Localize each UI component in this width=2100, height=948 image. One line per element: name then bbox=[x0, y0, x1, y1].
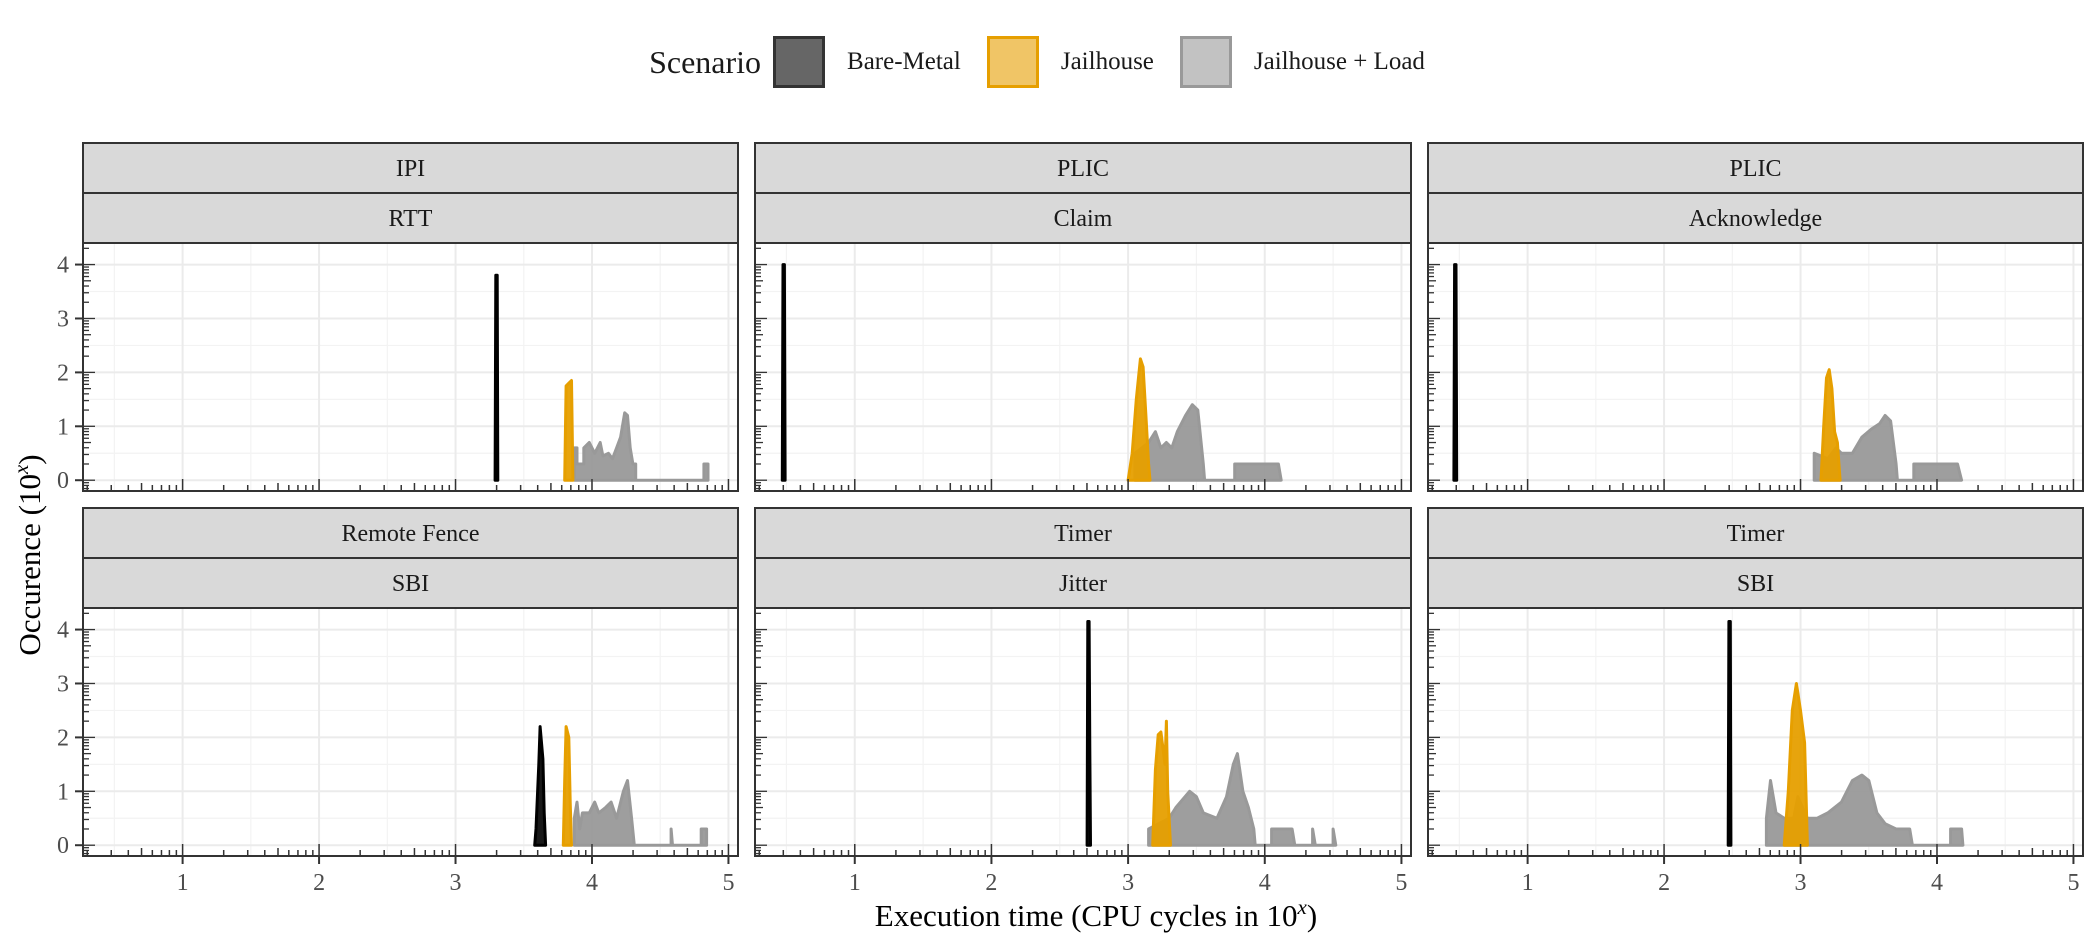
strip-label-bottom: Acknowledge bbox=[1689, 206, 1822, 232]
legend-title: Scenario bbox=[649, 43, 762, 80]
series-area-jailhouse-load bbox=[572, 411, 710, 482]
strip-label-top: Timer bbox=[1727, 521, 1785, 547]
strip-label-top: PLIC bbox=[1729, 156, 1781, 182]
series-area-jailhouse bbox=[1126, 357, 1152, 482]
x-tick-label: 4 bbox=[1931, 870, 1943, 896]
series-area-jailhouse bbox=[1819, 368, 1842, 482]
series-area-jailhouse-load bbox=[1147, 752, 1338, 847]
strip-bottom bbox=[754, 192, 1412, 244]
strip-label-bottom: Jitter bbox=[1059, 571, 1107, 597]
legend-label: Jailhouse bbox=[1060, 48, 1154, 75]
series-area-jailhouse bbox=[1151, 719, 1172, 847]
plot-background bbox=[755, 608, 1411, 856]
legend-key-jailhouse bbox=[986, 36, 1039, 88]
series-area-jailhouse bbox=[563, 379, 575, 482]
panel-ipi-rtt: IPI RTT 0 1 2 3 4 bbox=[57, 142, 739, 494]
legend-key-jailhouse-load bbox=[1179, 36, 1232, 88]
panel-plic-acknowledge: PLIC Acknowledge bbox=[1427, 142, 2084, 492]
strip-label-top: Remote Fence bbox=[342, 521, 480, 547]
x-tick-label: 4 bbox=[1259, 870, 1271, 896]
panels: IPI RTT 0 1 2 3 4 PLIC Claim PLIC Acknowledge Remot… bbox=[57, 142, 2084, 896]
x-tick-label: 5 bbox=[722, 870, 734, 896]
series-area-jailhouse-load bbox=[1764, 773, 1965, 847]
series-area-jailhouse bbox=[1782, 682, 1809, 847]
series-area-jailhouse-load bbox=[1133, 403, 1283, 482]
x-axis-title-tail: ) bbox=[1307, 898, 1317, 933]
y-axis-title: Occurence (10x) bbox=[9, 454, 47, 655]
plot-background bbox=[1428, 243, 2083, 491]
x-tick-label: 4 bbox=[586, 870, 598, 896]
y-tick-label: 4 bbox=[57, 253, 69, 279]
series-area-bare-metal bbox=[1452, 263, 1459, 482]
y-tick-label: 4 bbox=[57, 618, 69, 644]
x-axis-title-main: Execution time (CPU cycles in 10 bbox=[875, 898, 1298, 933]
strip-top bbox=[1427, 142, 2084, 194]
series-area-bare-metal bbox=[1726, 620, 1733, 847]
strip-bottom bbox=[82, 557, 739, 609]
strip-label-top: Timer bbox=[1054, 521, 1112, 547]
series-area-bare-metal bbox=[493, 273, 500, 482]
x-tick-label: 3 bbox=[1795, 870, 1807, 896]
series-area-bare-metal bbox=[533, 725, 548, 847]
x-tick-label: 5 bbox=[2067, 870, 2079, 896]
strip-label-bottom: Claim bbox=[1054, 206, 1113, 232]
strip-top bbox=[754, 142, 1412, 194]
legend-item-bare-metal: Bare-Metal bbox=[773, 36, 961, 88]
strip-bottom bbox=[1427, 557, 2084, 609]
x-tick-label: 3 bbox=[450, 870, 462, 896]
y-tick-label: 2 bbox=[57, 360, 69, 386]
strip-bottom bbox=[754, 557, 1412, 609]
x-axis-title: Execution time (CPU cycles in 10x) bbox=[875, 895, 1317, 933]
plot-background bbox=[1428, 608, 2083, 856]
x-axis-title-sup: x bbox=[1297, 895, 1308, 919]
y-axis-title-main: Occurence (10 bbox=[12, 474, 47, 656]
series-area-bare-metal bbox=[1085, 620, 1092, 847]
x-tick-label: 5 bbox=[1395, 870, 1407, 896]
y-tick-label: 3 bbox=[57, 306, 69, 332]
panel-timer-jitter: Timer Jitter 1 2 3 4 5 bbox=[754, 507, 1412, 896]
y-axis-title-sup: x bbox=[9, 464, 33, 475]
series-area-bare-metal bbox=[780, 263, 787, 482]
legend-label: Jailhouse + Load bbox=[1253, 48, 1425, 75]
legend-item-jailhouse: Jailhouse bbox=[986, 36, 1154, 88]
y-tick-label: 1 bbox=[57, 414, 69, 440]
strip-label-top: PLIC bbox=[1057, 156, 1109, 182]
x-tick-label: 2 bbox=[1658, 870, 1670, 896]
x-tick-label: 3 bbox=[1122, 870, 1134, 896]
legend-key-bare-metal bbox=[773, 36, 826, 88]
y-axis-title-tail: ) bbox=[12, 454, 47, 464]
strip-top bbox=[82, 507, 739, 559]
strip-bottom bbox=[1427, 192, 2084, 244]
y-tick-label: 2 bbox=[57, 725, 69, 751]
strip-label-bottom: RTT bbox=[389, 206, 433, 232]
x-tick-label: 2 bbox=[313, 870, 325, 896]
strip-label-top: IPI bbox=[396, 156, 425, 182]
plot-background bbox=[755, 243, 1411, 491]
panel-remote-fence-sbi: Remote Fence SBI 0 1 2 3 4 1 2 3 4 5 bbox=[57, 507, 739, 896]
legend-item-jailhouse-load: Jailhouse + Load bbox=[1179, 36, 1425, 88]
y-tick-label: 1 bbox=[57, 779, 69, 805]
y-tick-label: 3 bbox=[57, 671, 69, 697]
legend: Scenario Bare-Metal Jailhouse Jailhouse … bbox=[0, 32, 2100, 92]
strip-bottom bbox=[82, 192, 739, 244]
y-tick-label: 0 bbox=[57, 468, 69, 494]
series-area-jailhouse bbox=[561, 725, 573, 847]
x-tick-label: 1 bbox=[1522, 870, 1534, 896]
strip-top bbox=[82, 142, 739, 194]
legend-label: Bare-Metal bbox=[847, 48, 961, 75]
strip-top bbox=[754, 507, 1412, 559]
panel-timer-sbi: Timer SBI 1 2 3 4 5 bbox=[1427, 507, 2084, 896]
panel-plic-claim: PLIC Claim bbox=[754, 142, 1412, 492]
series-area-jailhouse-load bbox=[572, 779, 709, 847]
y-tick-label: 0 bbox=[57, 833, 69, 859]
x-tick-label: 1 bbox=[177, 870, 189, 896]
x-tick-label: 1 bbox=[849, 870, 861, 896]
x-tick-label: 2 bbox=[985, 870, 997, 896]
strip-label-bottom: SBI bbox=[392, 571, 429, 597]
strip-label-bottom: SBI bbox=[1737, 571, 1774, 597]
